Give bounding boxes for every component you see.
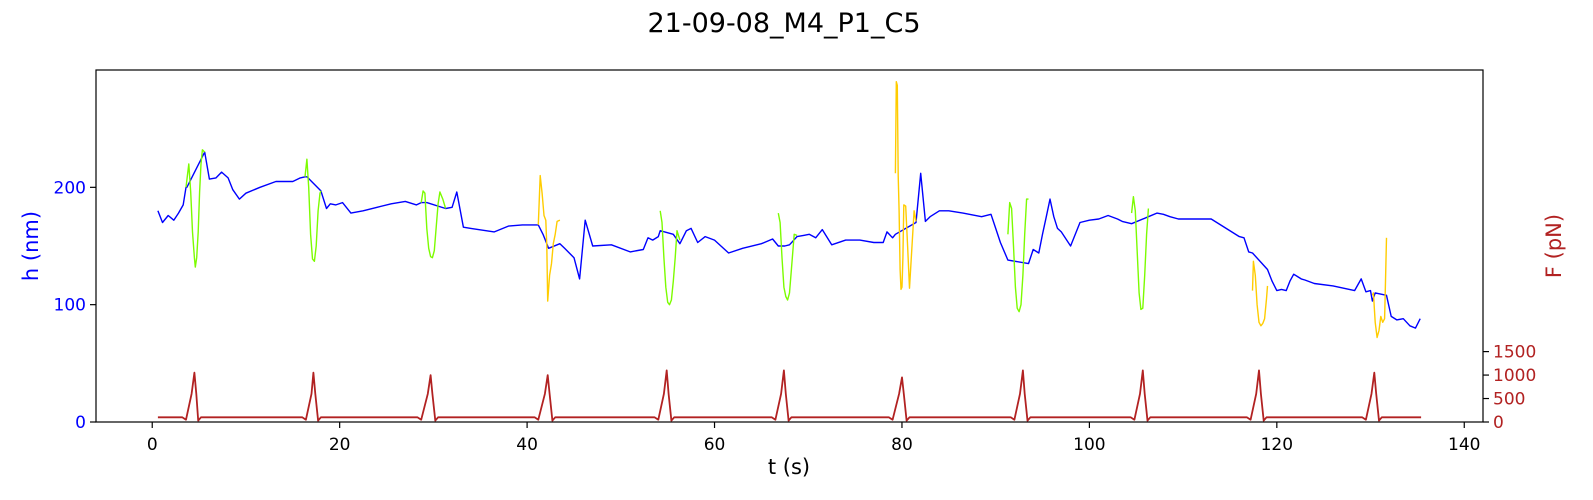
- x-axis-label: t (s): [768, 455, 810, 479]
- series-layer: [157, 80, 1422, 422]
- series-line-cycle-6: [777, 212, 798, 301]
- chart-title: 21-09-08_M4_P1_C5: [647, 8, 920, 39]
- plot-area-frame: [95, 69, 1484, 423]
- x-tick-label: 140: [1448, 435, 1480, 455]
- y-tick-label-right: 1500: [1493, 343, 1536, 363]
- x-tick-label: 120: [1261, 435, 1293, 455]
- y-axis-label-left: h (nm): [19, 211, 43, 281]
- y-axis-left: 0 100 200: [54, 178, 96, 433]
- y-tick-label-right: 0: [1493, 413, 1504, 433]
- series-line-cycle-2: [304, 158, 322, 262]
- series-line-cycle-3: [420, 190, 447, 259]
- y-tick-label-left: 0: [75, 413, 86, 433]
- x-tick-label: 0: [147, 435, 158, 455]
- x-tick-label: 40: [516, 435, 538, 455]
- x-axis: 0 20 40 60 80 100 120 140: [147, 422, 1480, 455]
- x-tick-label: 60: [704, 435, 726, 455]
- series-line-cycle-5: [659, 210, 681, 306]
- y-tick-label-left: 100: [54, 296, 86, 316]
- y-tick-label-right: 500: [1493, 390, 1525, 410]
- y-axis-right: 0 500 1000 1500: [1483, 343, 1536, 433]
- series-line-cycle-8: [1007, 198, 1029, 313]
- x-tick-label: 80: [891, 435, 913, 455]
- series-line-cycle-9: [1130, 195, 1150, 311]
- series-line-height: [157, 151, 1421, 329]
- y-axis-label-right: F (pN): [1542, 214, 1566, 278]
- series-line-force: [157, 369, 1422, 422]
- series-line-cycle-4: [537, 174, 561, 302]
- series-line-cycle-7: [894, 80, 917, 291]
- series-line-cycle-1: [185, 149, 206, 268]
- series-line-cycle-10: [1251, 260, 1269, 327]
- y-tick-label-left: 200: [54, 178, 86, 198]
- series-line-cycle-11: [1371, 237, 1388, 339]
- x-tick-label: 100: [1073, 435, 1105, 455]
- y-tick-label-right: 1000: [1493, 366, 1536, 386]
- x-tick-label: 20: [329, 435, 351, 455]
